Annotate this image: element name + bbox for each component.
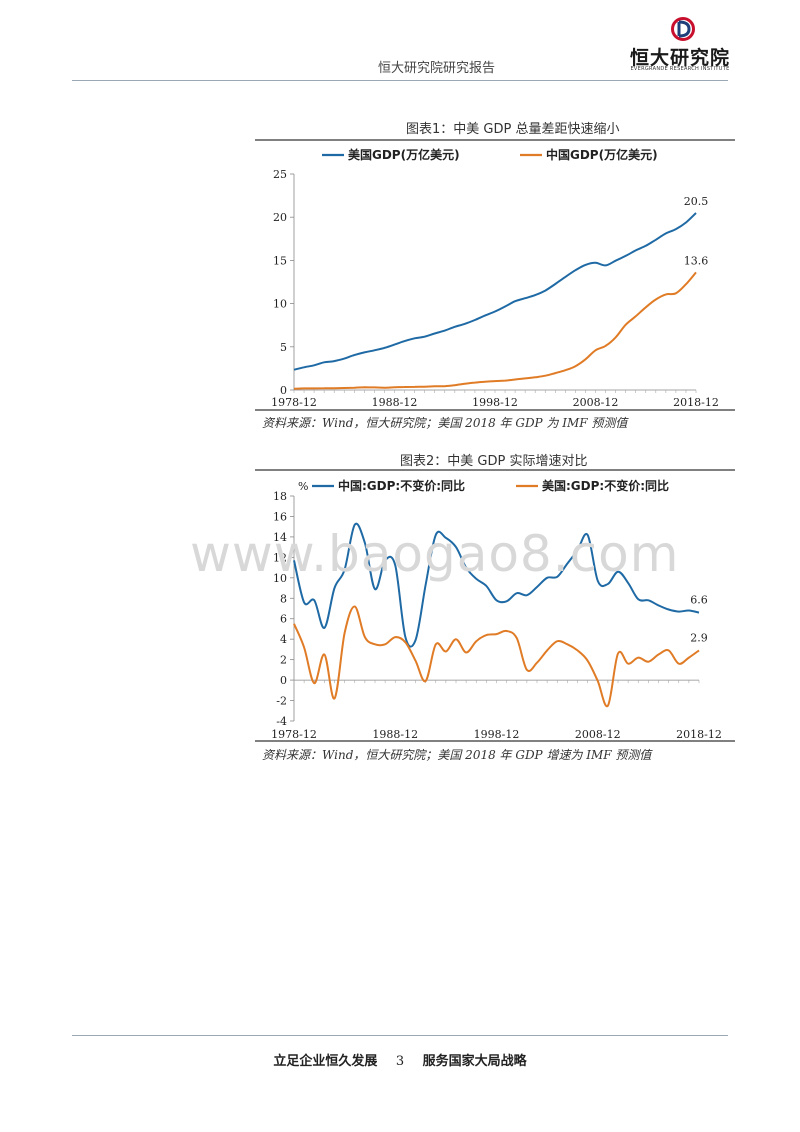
series-line-2: [293, 271, 697, 390]
y-tick-label: 10: [273, 298, 287, 311]
y-tick-label: 25: [273, 168, 287, 181]
y-axis-unit-label: %: [298, 480, 308, 493]
series-end-label-2: 2.9: [690, 631, 708, 644]
series-line-1: [293, 212, 697, 371]
page-number: 3: [395, 1054, 405, 1069]
logo-text: 恒大研究院: [630, 47, 731, 69]
gdp-growth-chart: -4 -2 0 2 4 6 8 10 12 14 16 18 1978-12 1988-12 1998-12…: [255, 469, 735, 742]
y-tick-label: 0: [280, 384, 287, 397]
footer-slogan-right: 服务国家大局战略: [422, 1054, 527, 1069]
y-tick-label: 8: [280, 592, 287, 605]
series-end-label-1: 6.6: [690, 594, 708, 607]
footer-slogan-left: 立足企业恒久发展: [273, 1054, 378, 1069]
legend-label-1: 美国GDP(万亿美元): [348, 147, 460, 162]
y-tick-label: 14: [273, 531, 287, 544]
footer: 立足企业恒久发展 3 服务国家大局战略: [0, 1050, 800, 1069]
y-tick-label: 0: [280, 674, 287, 687]
logo-subtext: EVERGRANDE RESEARCH INSTITUTE: [630, 66, 730, 72]
x-tick-label: 1978-12: [271, 396, 317, 409]
y-tick-label: 18: [273, 490, 287, 503]
x-tick-label: 2018-12: [673, 396, 719, 409]
y-tick-label: 12: [273, 551, 287, 564]
series-line-1: [293, 522, 700, 648]
y-tick-label: 5: [280, 341, 287, 354]
x-tick-label: 1998-12: [472, 396, 518, 409]
x-tick-label: 2008-12: [573, 396, 619, 409]
logo-mark-icon: [671, 17, 695, 41]
watermark: www.baogao8.com: [190, 525, 680, 583]
y-tick-label: 20: [273, 211, 287, 224]
series-line-2: [293, 605, 700, 708]
header-divider: [72, 80, 728, 81]
y-tick-label: -2: [276, 695, 287, 708]
gdp-total-chart: 0 5 10 15 20 25 1978-12 1988-12 1998-12 2008-12 20…: [255, 139, 735, 411]
x-tick-label: 2018-12: [676, 728, 722, 741]
legend-label-1: 中国:GDP:不变价:同比: [338, 478, 465, 493]
x-tick-label: 1988-12: [372, 396, 418, 409]
legend-label-2: 中国GDP(万亿美元): [546, 147, 658, 162]
x-tick-label: 2008-12: [575, 728, 621, 741]
y-tick-label: -4: [276, 715, 287, 728]
y-tick-label: 16: [273, 510, 287, 523]
y-tick-label: 10: [273, 572, 287, 585]
figure-2-title: 图表2：中美 GDP 实际增速对比: [400, 454, 588, 469]
y-tick-label: 6: [280, 613, 287, 626]
y-tick-label: 2: [280, 654, 287, 667]
x-tick-label: 1988-12: [372, 728, 418, 741]
x-tick-label: 1978-12: [271, 728, 317, 741]
x-tick-label: 1998-12: [474, 728, 520, 741]
y-tick-label: 15: [273, 254, 287, 267]
report-header-title: 恒大研究院研究报告: [378, 61, 496, 76]
logo: 恒大研究院 EVERGRANDE RESEARCH INSTITUTE: [630, 16, 730, 76]
series-end-label-2: 13.6: [684, 254, 709, 267]
y-tick-label: 4: [280, 633, 287, 646]
figure-2-source: 资料来源：Wind，恒大研究院；美国 2018 年 GDP 增速为 IMF 预测…: [262, 748, 652, 762]
footer-divider: [72, 1035, 728, 1036]
figure-1-source: 资料来源：Wind，恒大研究院；美国 2018 年 GDP 为 IMF 预测值: [262, 416, 628, 430]
legend-label-2: 美国:GDP:不变价:同比: [542, 478, 669, 493]
figure-1-title: 图表1：中美 GDP 总量差距快速缩小: [406, 122, 620, 137]
series-end-label-1: 20.5: [684, 195, 709, 208]
